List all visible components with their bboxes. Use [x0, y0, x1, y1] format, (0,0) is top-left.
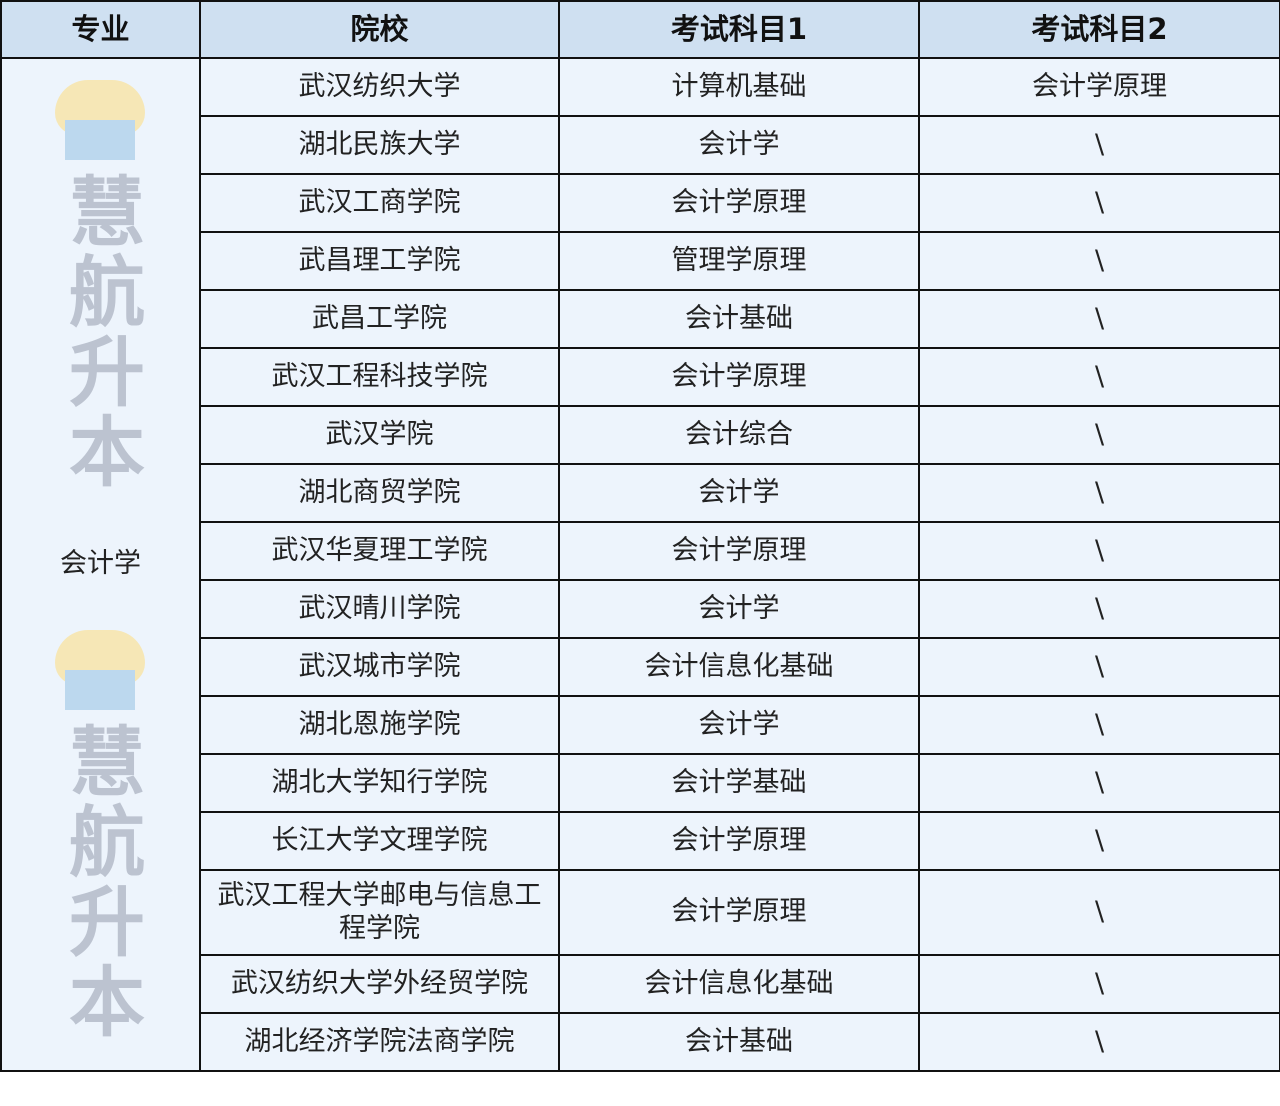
table-row: 武汉工商学院 会计学原理 \	[1, 173, 1280, 233]
school-cell: 武汉学院	[199, 405, 560, 465]
table-row: 长江大学文理学院 会计学原理 \	[1, 811, 1280, 871]
admission-table: 专业 院校 考试科目1 考试科目2 会计学 武汉纺织大学 计算机基础 会计学原理 湖北民…	[0, 0, 1280, 1072]
table-row: 湖北商贸学院 会计学 \	[1, 463, 1280, 523]
subject-2-cell: \	[918, 347, 1280, 407]
table-row: 武汉华夏理工学院 会计学原理 \	[1, 521, 1280, 581]
school-cell: 长江大学文理学院	[199, 811, 560, 871]
header-subject-2: 考试科目2	[918, 0, 1280, 59]
subject-2-cell: \	[918, 463, 1280, 523]
subject-2-cell: \	[918, 954, 1280, 1014]
subject-2-cell: \	[918, 405, 1280, 465]
subject-1-cell: 会计学原理	[558, 869, 920, 956]
subject-2-cell: \	[918, 115, 1280, 175]
subject-2-cell: 会计学原理	[918, 57, 1280, 117]
subject-1-cell: 会计学	[558, 579, 920, 639]
table-row: 武昌工学院 会计基础 \	[1, 289, 1280, 349]
subject-2-cell: \	[918, 753, 1280, 813]
subject-2-cell: \	[918, 811, 1280, 871]
table-row: 武汉工程科技学院 会计学原理 \	[1, 347, 1280, 407]
subject-1-cell: 会计学	[558, 695, 920, 755]
school-cell: 武汉工商学院	[199, 173, 560, 233]
subject-1-cell: 会计学	[558, 115, 920, 175]
subject-1-cell: 会计学原理	[558, 521, 920, 581]
subject-2-cell: \	[918, 579, 1280, 639]
table-row: 武汉工程大学邮电与信息工程学院 会计学原理 \	[1, 869, 1280, 956]
table-row: 武昌理工学院 管理学原理 \	[1, 231, 1280, 291]
subject-2-cell: \	[918, 231, 1280, 291]
table-row: 武汉纺织大学外经贸学院 会计信息化基础 \	[1, 954, 1280, 1014]
subject-1-cell: 会计学原理	[558, 347, 920, 407]
school-cell: 湖北恩施学院	[199, 695, 560, 755]
header-school: 院校	[199, 0, 560, 59]
school-cell: 武汉纺织大学外经贸学院	[199, 954, 560, 1014]
subject-1-cell: 会计信息化基础	[558, 954, 920, 1014]
table-row: 湖北大学知行学院 会计学基础 \	[1, 753, 1280, 813]
school-cell: 武汉工程科技学院	[199, 347, 560, 407]
subject-1-cell: 管理学原理	[558, 231, 920, 291]
school-cell: 湖北商贸学院	[199, 463, 560, 523]
table-row: 湖北民族大学 会计学 \	[1, 115, 1280, 175]
subject-1-cell: 会计学基础	[558, 753, 920, 813]
school-cell: 武汉城市学院	[199, 637, 560, 697]
subject-1-cell: 会计学	[558, 463, 920, 523]
header-row: 专业 院校 考试科目1 考试科目2	[0, 0, 1280, 59]
school-cell: 武汉晴川学院	[199, 579, 560, 639]
subject-2-cell: \	[918, 173, 1280, 233]
subject-1-cell: 计算机基础	[558, 57, 920, 117]
subject-1-cell: 会计信息化基础	[558, 637, 920, 697]
school-cell: 湖北经济学院法商学院	[199, 1012, 560, 1072]
header-subject-1: 考试科目1	[558, 0, 920, 59]
school-cell: 武汉纺织大学	[199, 57, 560, 117]
table-row: 武汉晴川学院 会计学 \	[1, 579, 1280, 639]
school-cell: 武汉工程大学邮电与信息工程学院	[199, 869, 560, 956]
subject-2-cell: \	[918, 695, 1280, 755]
table-row: 会计学 武汉纺织大学 计算机基础 会计学原理	[0, 57, 1280, 1072]
table-row: 武汉学院 会计综合 \	[1, 405, 1280, 465]
subject-1-cell: 会计学原理	[558, 173, 920, 233]
subject-1-cell: 会计基础	[558, 289, 920, 349]
header-major: 专业	[0, 0, 201, 59]
school-cell: 武汉华夏理工学院	[199, 521, 560, 581]
major-cell: 会计学	[0, 57, 201, 1072]
subject-2-cell: \	[918, 521, 1280, 581]
subject-1-cell: 会计学原理	[558, 811, 920, 871]
school-cell: 武昌理工学院	[199, 231, 560, 291]
school-cell: 湖北大学知行学院	[199, 753, 560, 813]
subject-2-cell: \	[918, 1012, 1280, 1072]
subject-2-cell: \	[918, 637, 1280, 697]
table-row: 湖北恩施学院 会计学 \	[1, 695, 1280, 755]
school-cell: 武昌工学院	[199, 289, 560, 349]
school-cell: 湖北民族大学	[199, 115, 560, 175]
table-row: 湖北经济学院法商学院 会计基础 \	[1, 1012, 1280, 1072]
subject-1-cell: 会计基础	[558, 1012, 920, 1072]
subject-2-cell: \	[918, 869, 1280, 956]
subject-2-cell: \	[918, 289, 1280, 349]
table-row: 武汉城市学院 会计信息化基础 \	[1, 637, 1280, 697]
subject-1-cell: 会计综合	[558, 405, 920, 465]
